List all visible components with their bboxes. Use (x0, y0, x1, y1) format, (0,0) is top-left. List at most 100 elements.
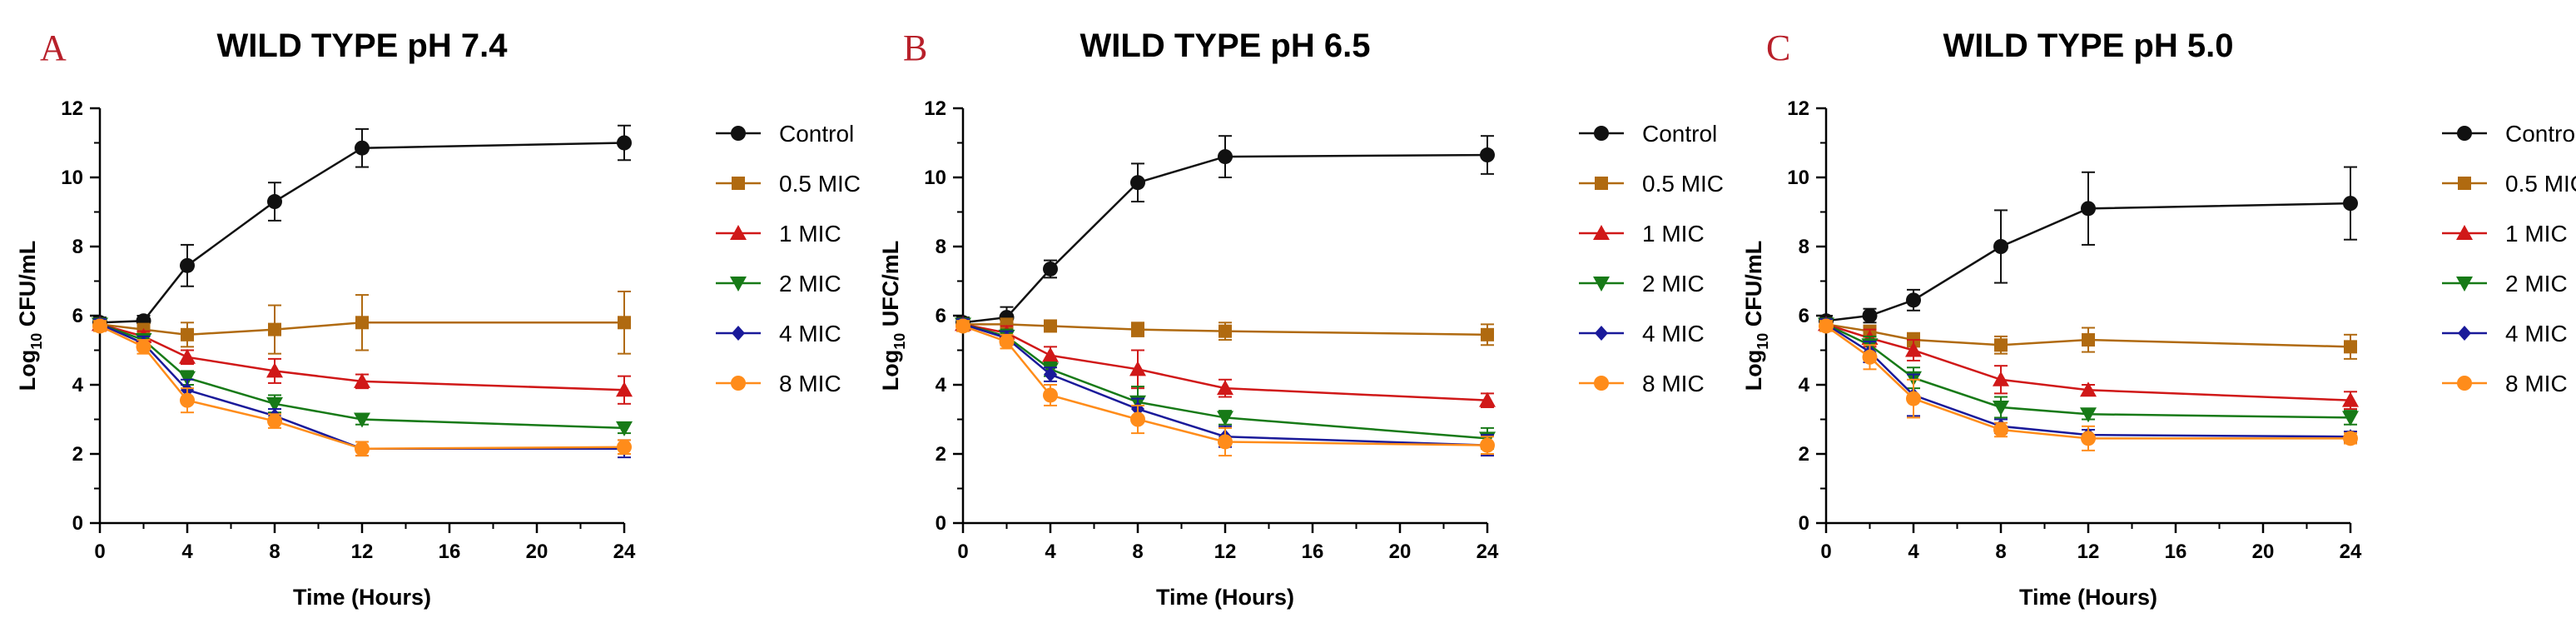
data-point (2080, 407, 2097, 423)
x-tick-label: 16 (2165, 541, 2187, 563)
x-tick-label: 24 (2340, 541, 2362, 563)
series-line-0-5-mic (1825, 323, 2351, 348)
y-tick-label: 12 (924, 97, 946, 120)
data-point (1993, 400, 2009, 416)
legend-item-control: Control (1579, 121, 1717, 147)
data-point (1129, 361, 1146, 376)
panel-letter: A (40, 27, 67, 68)
series-line-8-mic (99, 325, 625, 451)
y-tick-label: 8 (1799, 236, 1809, 258)
x-tick-label: 16 (439, 541, 461, 563)
legend-item-0-5-mic: 0.5 MIC (716, 171, 861, 197)
y-tick-label: 10 (61, 167, 83, 189)
data-point (1905, 341, 1922, 357)
x-tick-label: 24 (1477, 541, 1499, 563)
y-axis-title: Log10 CFU/mL (15, 241, 45, 391)
data-point (2344, 340, 2357, 354)
data-point (1819, 318, 1834, 334)
series-8-mic (955, 318, 1495, 457)
legend-label: 4 MIC (1642, 321, 1705, 346)
y-axis-title-prefix: Log (878, 350, 903, 391)
legend-label: 0.5 MIC (779, 171, 861, 197)
y-tick-label: 0 (1799, 512, 1809, 535)
data-point (1217, 411, 1233, 426)
data-point (1480, 147, 1495, 163)
x-axis-title: Time (Hours) (2019, 585, 2157, 610)
series-line-2-mic (962, 323, 1488, 440)
legend-marker (2456, 277, 2473, 292)
legend-label: 4 MIC (779, 321, 841, 346)
legend-item-8-mic: 8 MIC (2442, 371, 2568, 396)
legend-label: 4 MIC (2505, 321, 2568, 346)
y-tick-label: 10 (1787, 167, 1809, 189)
x-axis-title: Time (Hours) (293, 585, 431, 610)
legend-label: 1 MIC (779, 221, 841, 247)
data-point (1906, 391, 1921, 406)
legend-label: 8 MIC (2505, 371, 2568, 396)
legend-marker (731, 376, 746, 391)
y-tick-label: 10 (924, 167, 946, 189)
data-point (180, 392, 195, 408)
data-point (180, 257, 195, 273)
data-point (2082, 333, 2095, 347)
x-tick-label: 12 (351, 541, 374, 563)
data-point (354, 372, 370, 388)
data-point (2342, 411, 2359, 426)
data-point (1000, 317, 1014, 331)
data-point (1042, 346, 1059, 362)
legend-item-4-mic: 4 MIC (2442, 321, 2568, 346)
data-point (267, 413, 282, 429)
legend-marker (1595, 177, 1608, 190)
series-line-8-mic (1825, 325, 2350, 440)
y-tick-label: 2 (72, 443, 83, 466)
y-tick-label: 0 (936, 512, 946, 535)
data-point (2343, 431, 2358, 446)
y-tick-label: 6 (936, 305, 946, 327)
x-tick-label: 20 (526, 541, 548, 563)
legend-marker (730, 225, 747, 240)
series-0-5-mic (956, 317, 1494, 346)
legend-item-4-mic: 4 MIC (1579, 321, 1705, 346)
data-point (92, 318, 107, 334)
data-point (1993, 421, 2008, 437)
x-tick-label: 20 (2252, 541, 2275, 563)
series-line-0-5-mic (963, 323, 1488, 336)
data-point (181, 327, 194, 341)
y-tick-label: 2 (936, 443, 946, 466)
y-axis-title-suffix: CFU/mL (1741, 241, 1766, 333)
legend-marker (1593, 277, 1610, 292)
data-point (616, 381, 633, 397)
x-tick-label: 8 (1132, 541, 1143, 563)
legend-item-4-mic: 4 MIC (716, 321, 841, 346)
legend-marker (1594, 376, 1609, 391)
y-axis-title-suffix: CFU/mL (15, 241, 40, 333)
data-point (1480, 437, 1495, 453)
data-point (955, 318, 970, 334)
legend-marker (1593, 225, 1610, 240)
data-point (616, 421, 633, 436)
x-tick-label: 0 (957, 541, 968, 563)
legend-marker (731, 126, 746, 141)
chart-title: WILD TYPE pH 7.4 (217, 27, 509, 64)
legend-item-2-mic: 2 MIC (1579, 271, 1705, 297)
data-point (1218, 149, 1233, 165)
x-tick-label: 12 (2077, 541, 2100, 563)
legend-label: 8 MIC (1642, 371, 1705, 396)
legend-item-control: Control (2442, 121, 2576, 147)
legend: Control 0.5 MIC 1 MIC 2 MIC 4 MIC 8 MIC (716, 121, 861, 396)
data-point (1906, 292, 1921, 308)
data-point (268, 322, 281, 336)
data-point (1219, 324, 1232, 338)
data-point (354, 412, 370, 428)
series-8-mic (1819, 318, 2358, 451)
data-point (179, 348, 196, 364)
legend-marker (2457, 376, 2472, 391)
data-point (1862, 308, 1878, 323)
data-point (617, 439, 632, 455)
chart-title: WILD TYPE pH 5.0 (1943, 27, 2234, 64)
data-point (617, 135, 632, 151)
y-tick-label: 6 (1799, 305, 1809, 327)
